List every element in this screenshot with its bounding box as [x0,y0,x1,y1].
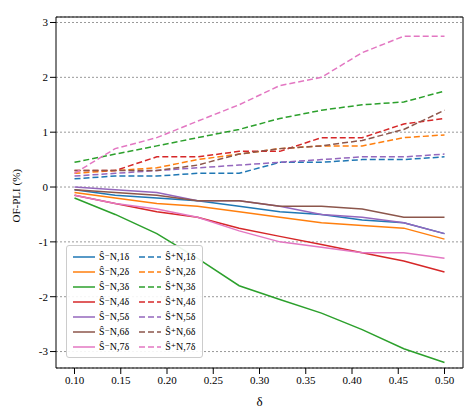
svg-text:OF-PLI (%): OF-PLI (%) [10,169,23,223]
svg-text:-2: -2 [39,291,48,303]
svg-text:0: 0 [43,181,49,193]
html-text:Ŝ⁺N,6δ: Ŝ⁺N,6δ [165,326,196,337]
svg-text:3: 3 [43,16,49,28]
svg-text:0.10: 0.10 [65,374,85,386]
svg-text:0.35: 0.35 [296,374,316,386]
html-text:Ŝ⁺N,1δ: Ŝ⁺N,1δ [165,251,196,262]
html-text:Ŝ⁻N,4δ: Ŝ⁻N,4δ [99,296,130,307]
html-text:Ŝ⁺N,4δ: Ŝ⁺N,4δ [165,296,196,307]
html-text:Ŝ⁺N,7δ: Ŝ⁺N,7δ [165,341,196,352]
html-text:Ŝ⁻N,7δ: Ŝ⁻N,7δ [99,341,130,352]
html-text:Ŝ⁺N,3δ: Ŝ⁺N,3δ [165,281,196,292]
html-text:Ŝ⁻N,1δ: Ŝ⁻N,1δ [99,251,130,262]
html-text:Ŝ⁻N,3δ: Ŝ⁻N,3δ [99,281,130,292]
svg-text:0.20: 0.20 [157,374,177,386]
svg-text:0.15: 0.15 [111,374,131,386]
html-text:Ŝ⁺N,5δ: Ŝ⁺N,5δ [165,311,196,322]
html-text:Ŝ⁻N,2δ: Ŝ⁻N,2δ [99,266,130,277]
html-text:Ŝ⁺N,2δ: Ŝ⁺N,2δ [165,266,196,277]
svg-text:-3: -3 [39,345,49,357]
svg-text:0.30: 0.30 [250,374,270,386]
svg-text:0.45: 0.45 [389,374,409,386]
svg-text:2: 2 [43,71,49,83]
svg-text:0.50: 0.50 [435,374,455,386]
svg-text:0.25: 0.25 [204,374,224,386]
svg-text:δ: δ [256,394,262,408]
svg-text:0.40: 0.40 [342,374,362,386]
html-text:Ŝ⁻N,5δ: Ŝ⁻N,5δ [99,311,130,322]
svg-text:1: 1 [43,126,49,138]
html-text:Ŝ⁻N,6δ: Ŝ⁻N,6δ [99,326,130,337]
svg-text:-1: -1 [39,236,48,248]
